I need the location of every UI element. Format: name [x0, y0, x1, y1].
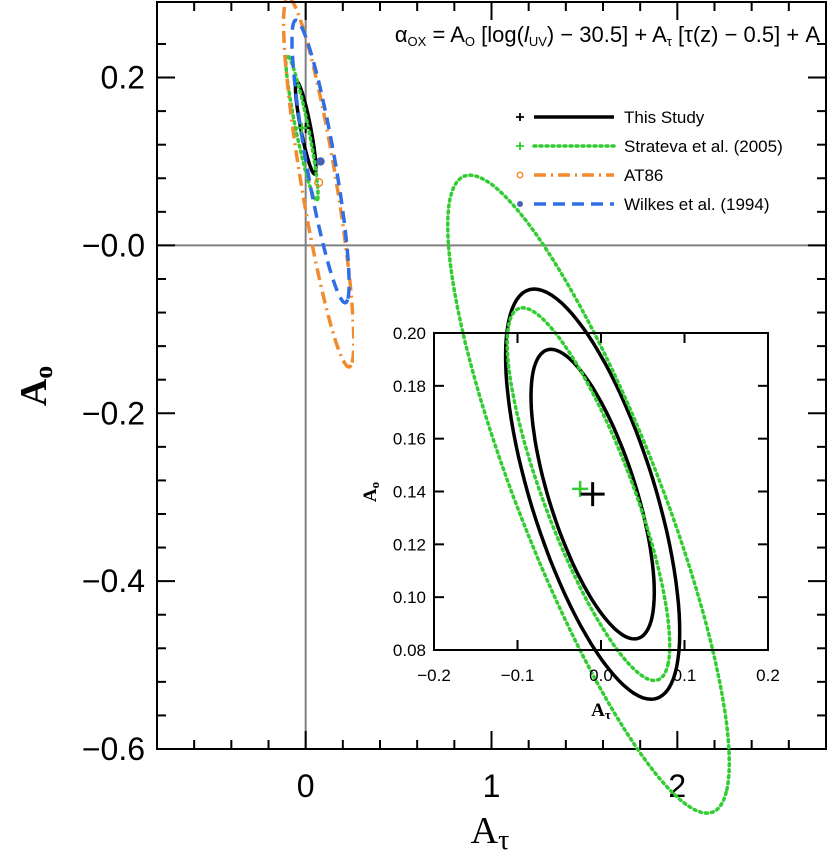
y-tick-label: −0.4 [82, 563, 145, 599]
inset-y-tick-label: 0.18 [393, 377, 426, 396]
inset-y-tick-label: 0.14 [393, 483, 426, 502]
eq-alpha-sub: OX [408, 34, 427, 49]
legend-marker-this-study [516, 113, 524, 121]
legend-marker-wilkes-et-al-1994 [517, 201, 523, 207]
main-plot: 0 1 2 0.2 −0.0 −0.2 −0.4 −0.6 αOX = AO [log(lUV… [13, 0, 827, 856]
legend: This Study Strateva et al. (2005) AT86 Wilk… [516, 108, 783, 214]
inset-x-tick-label: 0.2 [756, 666, 780, 685]
x-tick-label: 2 [668, 768, 686, 804]
inset-y-axis-label: Ao [360, 482, 382, 502]
y-tick-label: −0.0 [82, 227, 145, 263]
legend-marker-at86 [516, 171, 524, 179]
inset-contour-strateva-et-al-2005-1 [445, 173, 732, 815]
contour-wilkes-et-al-1994-0 [290, 18, 351, 305]
inset-x-label-main: A [591, 700, 605, 721]
point-strateva-et-al-2005 [296, 122, 307, 133]
y-axis-label-main: A [13, 378, 55, 406]
x-tick-label: 0 [297, 768, 315, 804]
y-axis-label: Ao [13, 366, 58, 406]
inset-contours [445, 173, 732, 815]
main-contours [281, 0, 356, 369]
inset-x-label-sub: τ [605, 707, 611, 722]
legend-label-wilkes-et-al-1994: Wilkes et al. (1994) [624, 195, 770, 214]
y-axis-label-sub: o [29, 366, 58, 379]
eq-part4: [τ(z) − 0.5] + A [672, 22, 820, 47]
inset-y-tick-label: 0.16 [393, 430, 426, 449]
legend-label-strateva-et-al-2005: Strateva et al. (2005) [624, 137, 783, 156]
inset-plot: −0.2 −0.1 0.0 0.1 0.2 0.08 0.10 0.12 0.14 0.16 0.1… [354, 173, 788, 815]
x-axis-label-sub: τ [498, 825, 509, 856]
eq-l: l [524, 22, 530, 47]
legend-label-this-study: This Study [624, 108, 705, 127]
eq-part3: ) − 30.5] + A [547, 22, 667, 47]
main-points [296, 122, 325, 188]
legend-marker-strateva-et-al-2005 [516, 142, 524, 150]
eq-sub-o: O [465, 34, 475, 49]
inset-contour-strateva-et-al-2005-0 [505, 306, 672, 683]
inset-x-tick-label: 0.1 [673, 666, 697, 685]
x-axis-label-main: A [471, 810, 499, 852]
point-at86 [314, 177, 324, 188]
inset-point-strateva-et-al-2005 [572, 480, 589, 497]
inset-x-tick-label: −0.2 [417, 666, 451, 685]
inset-x-tick-label: 0.0 [589, 666, 613, 685]
inset-y-tick-label: 0.10 [393, 588, 426, 607]
x-axis-label: Aτ [471, 810, 510, 856]
y-tick-label: −0.2 [82, 395, 145, 431]
inset-ticks: −0.2 −0.1 0.0 0.1 0.2 0.08 0.10 0.12 0.14 0.16 0.1… [393, 324, 780, 685]
inset-y-tick-label: 0.12 [393, 535, 426, 554]
inset-point-this-study [580, 482, 605, 507]
inset-y-tick-label: 0.20 [393, 324, 426, 343]
eq-alpha: α [395, 22, 408, 47]
main-ticks: 0 1 2 0.2 −0.0 −0.2 −0.4 −0.6 [82, 2, 826, 804]
y-tick-label: 0.2 [101, 60, 145, 96]
eq-part1: = A [426, 22, 465, 47]
eq-part2: [log( [475, 22, 525, 47]
x-tick-label: 1 [483, 768, 501, 804]
inset-contour-this-study-1 [503, 287, 682, 702]
inset-y-label-main: A [360, 488, 381, 502]
eq-sub-uv: UV [529, 34, 547, 49]
eq-sub-tau: τ [667, 34, 673, 49]
inset-background [354, 313, 788, 720]
legend-label-at86: AT86 [624, 166, 663, 185]
point-wilkes-et-al-1994 [316, 157, 325, 166]
inset-y-label-sub: o [367, 482, 382, 489]
inset-x-axis-label: Aτ [591, 700, 611, 722]
inset-points [572, 480, 605, 507]
inset-contour-this-study-0 [529, 347, 657, 641]
y-tick-label: −0.6 [82, 731, 145, 767]
inset-y-tick-label: 0.08 [393, 641, 426, 660]
model-equation: αOX = AO [log(lUV) − 30.5] + Aτ [τ(z) − … [395, 22, 820, 49]
inset-x-tick-label: −0.1 [501, 666, 535, 685]
